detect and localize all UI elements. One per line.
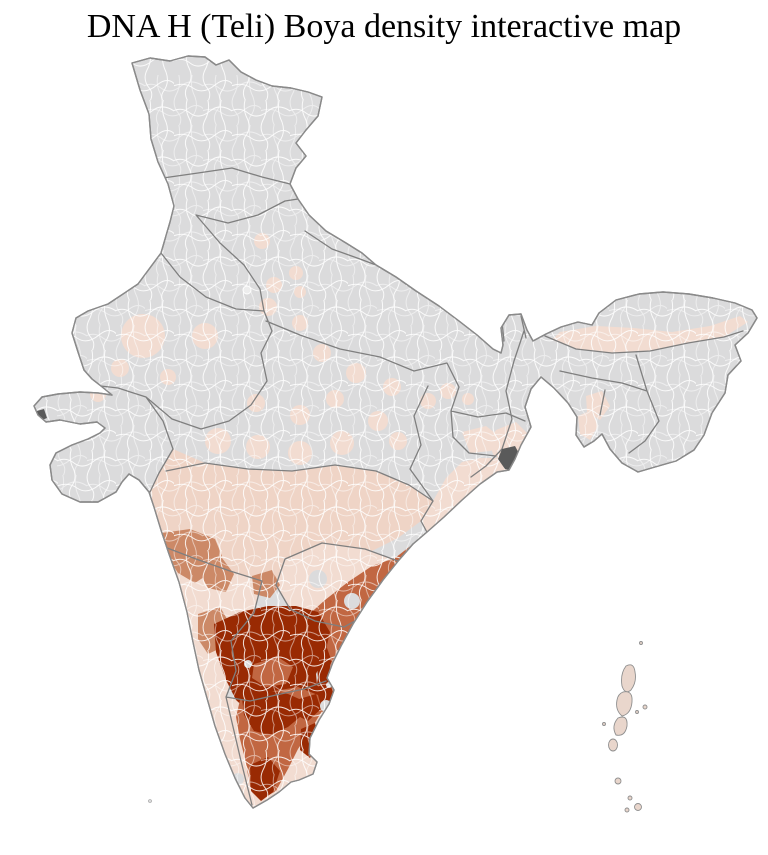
district-mesh-offset <box>57 75 757 808</box>
island-nicobar-dot[interactable] <box>627 795 633 801</box>
island-dot[interactable] <box>602 722 606 726</box>
island-nicobar-dot[interactable] <box>624 807 630 813</box>
island-dot[interactable] <box>639 641 643 645</box>
state-borders <box>83 167 744 806</box>
island-dot[interactable] <box>635 710 639 714</box>
page-title: DNA H (Teli) Boya density interactive ma… <box>86 8 682 45</box>
island-lakshadweep[interactable] <box>148 799 152 803</box>
island-dot[interactable] <box>642 704 648 710</box>
island-car-nicobar[interactable] <box>614 777 622 785</box>
andaman-nicobar-islands[interactable] <box>602 641 648 813</box>
island-great-nicobar[interactable] <box>634 803 642 811</box>
island-south-andaman[interactable] <box>613 716 628 736</box>
island-north-andaman[interactable] <box>621 664 636 693</box>
region-delhi[interactable] <box>242 285 252 295</box>
island-little-andaman[interactable] <box>608 738 618 752</box>
island-middle-andaman[interactable] <box>616 691 633 717</box>
district-patch <box>474 487 486 499</box>
